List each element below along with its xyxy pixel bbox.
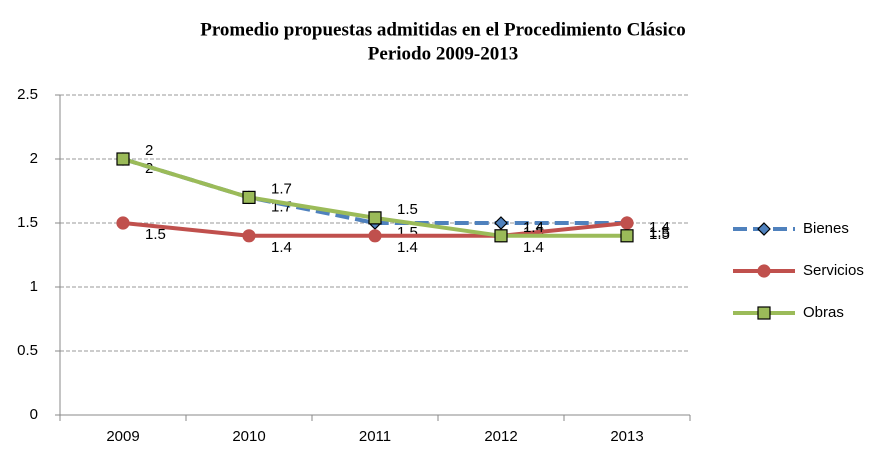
y-tick-label: 2.5 <box>17 86 38 103</box>
x-tick-label: 2010 <box>232 428 265 445</box>
data-label: 1.4 <box>649 219 670 236</box>
x-tick-label: 2011 <box>359 428 391 445</box>
data-label: 1.4 <box>523 219 544 236</box>
x-tick-label: 2012 <box>484 428 517 445</box>
data-label: 1.4 <box>397 239 418 256</box>
y-tick-label: 1 <box>30 278 38 295</box>
data-label: 1.4 <box>523 239 544 256</box>
data-label: 1.5 <box>649 224 670 241</box>
chart-subtitle: Periodo 2009-2013 <box>368 43 518 64</box>
chart-title: Promedio propuestas admitidas en el Proc… <box>200 19 686 40</box>
data-point <box>368 229 382 243</box>
y-tick-label: 2 <box>30 150 38 167</box>
data-point <box>242 229 256 243</box>
x-tick-label: 2013 <box>610 428 643 445</box>
y-tick-label: 0.5 <box>17 342 38 359</box>
data-point <box>368 211 382 225</box>
y-tick-label: 1.5 <box>17 214 38 231</box>
x-tick-label: 2009 <box>106 428 139 445</box>
legend-label: Obras <box>803 304 844 321</box>
data-point <box>620 229 634 243</box>
data-point <box>494 229 508 243</box>
data-point <box>242 190 256 204</box>
y-tick-label: 0 <box>30 406 38 423</box>
data-label: 2 <box>145 142 153 159</box>
legend-marker <box>757 222 771 236</box>
data-label: 1.5 <box>397 201 418 218</box>
data-label: 1.5 <box>649 226 670 243</box>
data-label: 1.5 <box>145 226 166 243</box>
data-point <box>620 216 634 230</box>
legend-label: Bienes <box>803 220 849 237</box>
legend-marker <box>757 264 771 278</box>
legend-marker <box>757 306 771 320</box>
data-label: 1.7 <box>271 180 292 197</box>
data-point <box>116 152 130 166</box>
data-label: 1.4 <box>271 239 292 256</box>
data-point <box>116 216 130 230</box>
data-point <box>494 216 508 230</box>
legend-label: Servicios <box>803 262 864 279</box>
